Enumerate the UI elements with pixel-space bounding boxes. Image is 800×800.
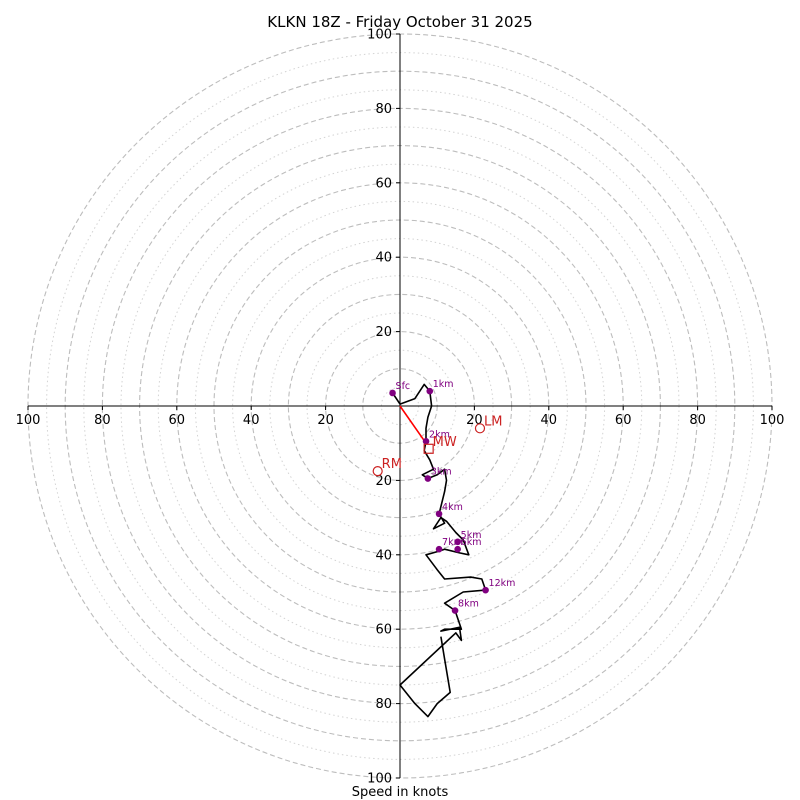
marker-label-mw: MW xyxy=(433,435,457,450)
marker-mw xyxy=(423,443,434,454)
x-tick-label: 80 xyxy=(689,413,706,428)
x-tick-label: 40 xyxy=(243,413,260,428)
marker-label-lm: LM xyxy=(484,414,502,429)
x-tick-label: 60 xyxy=(615,413,632,428)
y-tick-label: 60 xyxy=(375,176,392,191)
height-point-3km xyxy=(424,475,432,482)
height-label-7km: 7km xyxy=(442,537,463,548)
y-tick-label: 80 xyxy=(375,102,392,117)
height-label-12km: 12km xyxy=(489,578,516,589)
x-tick-label: 40 xyxy=(541,413,558,428)
y-tick-label: 20 xyxy=(375,474,392,489)
height-point-sfc xyxy=(389,389,396,397)
storm-motion-markers: LM MW RM xyxy=(372,414,502,477)
x-ticks: 100 80 60 40 20 20 40 60 80 100 xyxy=(16,406,785,428)
height-point-4km xyxy=(435,510,443,518)
marker-rm xyxy=(372,466,383,477)
height-label-3km: 3km xyxy=(431,467,452,478)
height-point-2km xyxy=(422,438,430,445)
chart-title: KLKN 18Z - Friday October 31 2025 xyxy=(267,13,532,31)
height-point-8km xyxy=(451,607,459,614)
y-tick-label: 60 xyxy=(375,623,392,638)
x-tick-label: 80 xyxy=(94,413,111,428)
height-label-1km: 1km xyxy=(433,379,454,390)
height-label-6km: 6km xyxy=(461,537,482,548)
height-label-4km: 4km xyxy=(442,502,463,513)
marker-lm xyxy=(474,423,486,434)
x-tick-label: 60 xyxy=(169,413,186,428)
height-point-5km xyxy=(454,538,461,546)
y-tick-label: 20 xyxy=(375,325,392,340)
height-point-1km xyxy=(426,387,434,395)
y-tick-label: 40 xyxy=(375,251,392,266)
y-tick-label: 100 xyxy=(367,28,392,43)
y-ticks: 100 80 60 40 20 20 40 60 80 100 xyxy=(367,28,400,787)
height-point-7km xyxy=(435,545,443,553)
height-label-sfc: Sfc xyxy=(396,381,411,392)
height-point-6km xyxy=(454,545,461,553)
y-tick-label: 100 xyxy=(367,772,392,787)
marker-label-rm: RM xyxy=(382,457,402,472)
x-axis-label: Speed in knots xyxy=(352,785,449,800)
height-label-8km: 8km xyxy=(458,599,479,610)
height-label-5km: 5km xyxy=(461,530,482,541)
height-point-12km xyxy=(482,586,489,594)
x-tick-label: 20 xyxy=(466,413,483,428)
height-label-2km: 2km xyxy=(429,429,450,440)
x-tick-label: 100 xyxy=(760,413,785,428)
x-tick-label: 20 xyxy=(317,413,334,428)
y-tick-label: 40 xyxy=(375,548,392,563)
x-tick-label: 100 xyxy=(16,413,41,428)
y-tick-label: 80 xyxy=(375,697,392,712)
mean-wind-segment xyxy=(399,405,427,444)
